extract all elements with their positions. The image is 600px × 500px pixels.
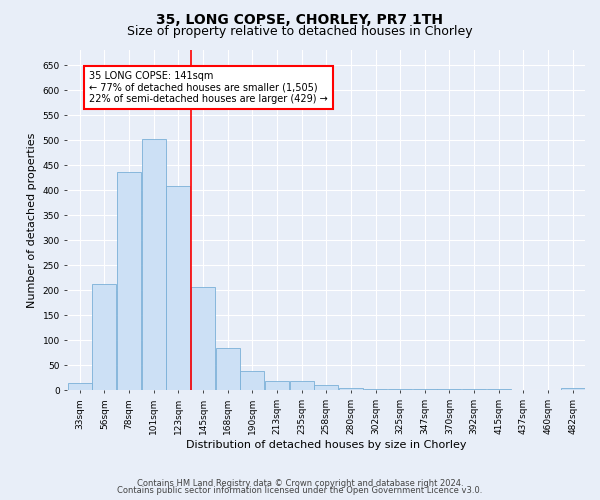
Text: 35 LONG COPSE: 141sqm
← 77% of detached houses are smaller (1,505)
22% of semi-d: 35 LONG COPSE: 141sqm ← 77% of detached … bbox=[89, 71, 328, 104]
Bar bbox=[241, 372, 264, 390]
Bar bbox=[339, 388, 363, 390]
X-axis label: Distribution of detached houses by size in Chorley: Distribution of detached houses by size … bbox=[186, 440, 466, 450]
Text: Size of property relative to detached houses in Chorley: Size of property relative to detached ho… bbox=[127, 25, 473, 38]
Bar bbox=[561, 388, 584, 390]
Bar bbox=[364, 389, 388, 390]
Bar bbox=[92, 284, 116, 391]
Bar bbox=[166, 186, 190, 390]
Text: Contains HM Land Registry data © Crown copyright and database right 2024.: Contains HM Land Registry data © Crown c… bbox=[137, 478, 463, 488]
Bar bbox=[215, 348, 239, 391]
Bar bbox=[290, 382, 314, 390]
Text: Contains public sector information licensed under the Open Government Licence v3: Contains public sector information licen… bbox=[118, 486, 482, 495]
Bar bbox=[265, 382, 289, 390]
Y-axis label: Number of detached properties: Number of detached properties bbox=[27, 132, 37, 308]
Text: 35, LONG COPSE, CHORLEY, PR7 1TH: 35, LONG COPSE, CHORLEY, PR7 1TH bbox=[157, 12, 443, 26]
Bar bbox=[68, 383, 92, 390]
Bar bbox=[314, 386, 338, 390]
Bar bbox=[142, 139, 166, 390]
Bar bbox=[117, 172, 141, 390]
Bar bbox=[191, 287, 215, 391]
